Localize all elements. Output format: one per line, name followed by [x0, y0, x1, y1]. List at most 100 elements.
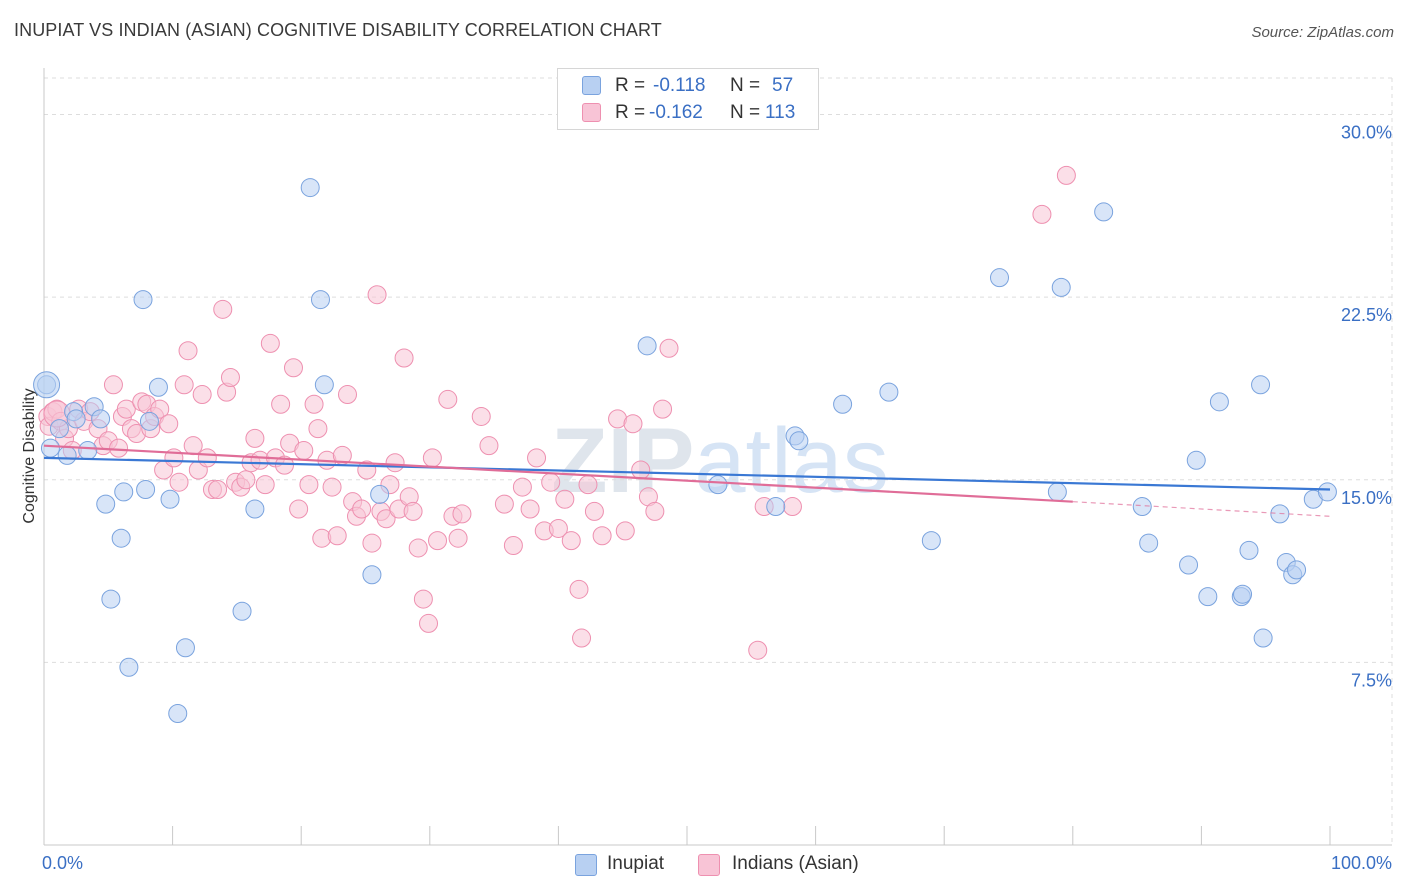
point-indians-asian — [623, 414, 643, 434]
legend-swatch-indians-asian — [698, 854, 720, 876]
point-inupiat — [245, 499, 265, 519]
x-tick-label: 0.0% — [42, 853, 83, 873]
series-indians-asian — [38, 165, 1076, 660]
point-inupiat — [921, 531, 941, 551]
point-indians-asian — [448, 528, 468, 548]
point-inupiat — [1253, 628, 1273, 648]
point-indians-asian — [322, 477, 342, 497]
point-indians-asian — [561, 531, 581, 551]
chart-title: INUPIAT VS INDIAN (ASIAN) COGNITIVE DISA… — [14, 20, 662, 40]
point-indians-asian — [236, 470, 256, 490]
point-inupiat — [139, 411, 159, 431]
point-indians-asian — [408, 538, 428, 558]
point-inupiat — [40, 438, 60, 458]
y-tick-label: 22.5% — [1341, 305, 1392, 325]
point-indians-asian — [304, 394, 324, 414]
legend-n-value: 57 — [772, 75, 794, 96]
y-tick-label: 30.0% — [1341, 123, 1392, 143]
point-indians-asian — [548, 518, 568, 538]
point-indians-asian — [116, 399, 136, 419]
point-inupiat — [133, 290, 153, 310]
legend-swatch-indians-asian — [582, 103, 601, 122]
point-indians-asian — [174, 375, 194, 395]
trend-line-inupiat — [43, 456, 1331, 491]
point-indians-asian — [220, 367, 240, 387]
point-indians-asian — [494, 494, 514, 514]
point-indians-asian — [299, 475, 319, 495]
point-inupiat — [370, 484, 390, 504]
point-indians-asian — [159, 414, 179, 434]
point-indians-asian — [289, 499, 309, 519]
point-indians-asian — [1056, 165, 1076, 185]
point-inupiat — [148, 377, 168, 397]
point-inupiat — [1239, 540, 1259, 560]
point-inupiat — [362, 565, 382, 585]
point-inupiat — [175, 638, 195, 658]
legend-r-value: -0.162 — [649, 102, 703, 123]
point-indians-asian — [337, 385, 357, 405]
point-indians-asian — [260, 333, 280, 353]
point-inupiat — [637, 336, 657, 356]
point-indians-asian — [653, 399, 673, 419]
point-inupiat — [114, 482, 134, 502]
point-inupiat — [1179, 555, 1199, 575]
point-inupiat — [101, 589, 121, 609]
point-indians-asian — [631, 460, 651, 480]
point-indians-asian — [308, 419, 328, 439]
point-inupiat — [119, 657, 139, 677]
point-indians-asian — [520, 499, 540, 519]
point-inupiat — [78, 441, 98, 461]
legend-r-label: R = — [615, 75, 646, 96]
axes — [43, 68, 1392, 846]
point-inupiat — [1209, 392, 1229, 412]
point-indians-asian — [615, 521, 635, 541]
point-indians-asian — [352, 499, 372, 519]
point-inupiat — [1047, 482, 1067, 502]
point-indians-asian — [150, 399, 170, 419]
series-inupiat — [33, 178, 1337, 724]
point-inupiat — [1094, 202, 1114, 222]
trend-lines — [43, 444, 1331, 517]
point-indians-asian — [385, 453, 405, 473]
point-indians-asian — [438, 389, 458, 409]
point-indians-asian — [327, 526, 347, 546]
point-inupiat — [789, 431, 809, 451]
point-indians-asian — [569, 579, 589, 599]
point-indians-asian — [376, 509, 396, 529]
point-inupiat — [111, 528, 131, 548]
point-indians-asian — [419, 613, 439, 633]
point-inupiat — [833, 394, 853, 414]
y-tick-label: 7.5% — [1351, 670, 1392, 690]
point-indians-asian — [592, 526, 612, 546]
point-inupiat — [160, 489, 180, 509]
legend-r-label: R = — [615, 102, 646, 123]
point-indians-asian — [208, 480, 228, 500]
point-indians-asian — [471, 406, 491, 426]
point-inupiat — [57, 445, 77, 465]
point-indians-asian — [645, 501, 665, 521]
correlation-legend: R = -0.118 N = 57 R = -0.162 N = 113 — [557, 68, 819, 130]
point-inupiat — [1132, 497, 1152, 517]
point-indians-asian — [403, 501, 423, 521]
point-inupiat — [1317, 482, 1337, 502]
point-inupiat — [879, 382, 899, 402]
point-inupiat — [1051, 277, 1071, 297]
point-indians-asian — [109, 438, 129, 458]
point-indians-asian — [584, 501, 604, 521]
point-indians-asian — [213, 299, 233, 319]
point-inupiat — [1198, 587, 1218, 607]
legend-swatch-inupiat — [582, 76, 601, 95]
legend-label-indians-asian: Indians (Asian) — [732, 853, 859, 874]
point-indians-asian — [367, 285, 387, 305]
legend-swatch-inupiat — [575, 854, 597, 876]
point-indians-asian — [555, 489, 575, 509]
point-indians-asian — [428, 531, 448, 551]
source-credit: Source: ZipAtlas.com — [1251, 24, 1394, 41]
trend-extension-indians-asian — [1072, 501, 1331, 517]
point-indians-asian — [578, 475, 598, 495]
point-indians-asian — [103, 375, 123, 395]
point-indians-asian — [479, 436, 499, 456]
x-tick-label: 100.0% — [1331, 853, 1392, 873]
point-inupiat — [91, 409, 111, 429]
point-indians-asian — [512, 477, 532, 497]
